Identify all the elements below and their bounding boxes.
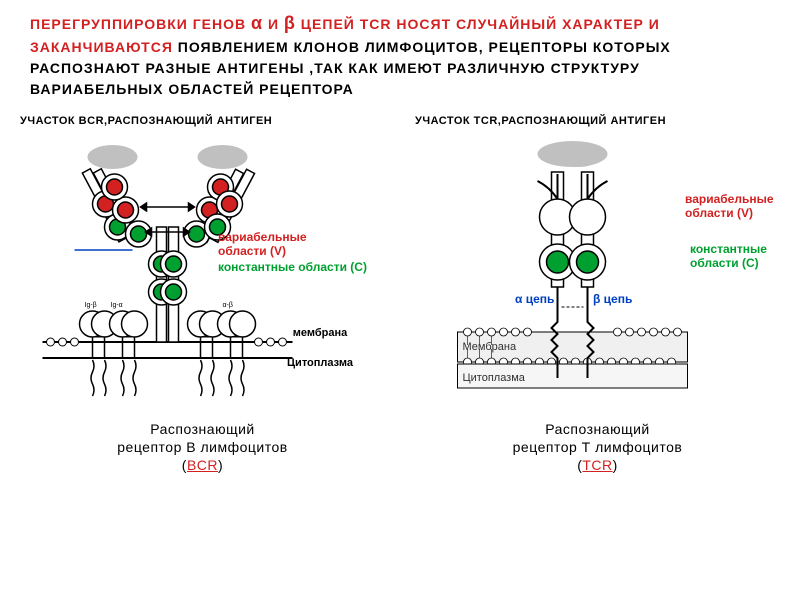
bcr-cytoplasm-label: Цитоплазма xyxy=(280,357,360,370)
tcr-beta-label: β цепь xyxy=(593,292,633,306)
bcr-variable-label: вариабельные области (V) xyxy=(218,230,328,259)
bcr-membrane-label: мембрана xyxy=(280,327,360,340)
tcr-diagram: Мембрана Цитоплазма xyxy=(415,132,780,412)
tcr-variable-label: вариабельные области (V) xyxy=(685,192,780,221)
bcr-caption: Распознающий рецептор В лимфоцитов (BCR) xyxy=(20,420,385,475)
main-title: ПЕРЕГРУППИРОВКИ ГЕНОВ α И β ЦЕПЕЙ TCR НО… xyxy=(0,0,800,105)
bcr-constant-label: константные области (С) xyxy=(218,260,368,274)
bcr-diagram: Ig-β Ig-α α-β вариабельные области (V) к… xyxy=(20,132,385,412)
svg-text:Ig-α: Ig-α xyxy=(111,302,123,309)
diagrams-row: УЧАСТОК BCR,РАСПОЗНАЮЩИЙ АНТИГЕН xyxy=(0,105,800,475)
tcr-caption: Распознающий рецептор Т лимфоцитов (TCR) xyxy=(415,420,780,475)
svg-text:α-β: α-β xyxy=(223,302,233,309)
tcr-constant-label: константные области (С) xyxy=(690,242,780,271)
tcr-panel: УЧАСТОК TCR,РАСПОЗНАЮЩИЙ АНТИГЕН xyxy=(415,115,780,475)
svg-text:Ig-β: Ig-β xyxy=(85,302,97,309)
bcr-panel: УЧАСТОК BCR,РАСПОЗНАЮЩИЙ АНТИГЕН xyxy=(20,115,385,475)
tcr-alpha-label: α цепь xyxy=(515,292,555,306)
tcr-subtitle: УЧАСТОК TCR,РАСПОЗНАЮЩИЙ АНТИГЕН xyxy=(415,115,780,127)
svg-text:Мембрана: Мембрана xyxy=(463,341,517,353)
bcr-subtitle: УЧАСТОК BCR,РАСПОЗНАЮЩИЙ АНТИГЕН xyxy=(20,115,385,127)
svg-text:Цитоплазма: Цитоплазма xyxy=(463,372,526,384)
